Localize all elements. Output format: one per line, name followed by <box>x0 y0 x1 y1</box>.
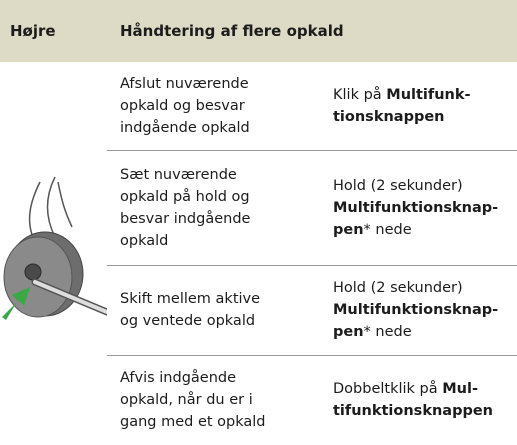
text-run: pen <box>333 324 364 340</box>
text-line: opkald, når du er i <box>120 392 253 408</box>
row-separator <box>107 355 517 356</box>
text-line: opkald på hold og <box>120 188 250 205</box>
instruction-cell: Klik på Multifunk-tionsknappen <box>333 62 517 150</box>
row-separator <box>107 150 517 151</box>
action-cell: Sæt nuværende opkald på hold og besvar ind… <box>120 150 325 265</box>
instruction-cell: Hold (2 sekunder) Multifunktionsknap-pen*… <box>333 265 517 355</box>
action-cell: Afslut nuværende opkald og besvar indgåend… <box>120 62 325 150</box>
text-run: pen <box>333 221 364 238</box>
text-line: indgående opkald <box>120 120 250 136</box>
text-run: * nede <box>363 221 412 238</box>
text-line: Hold (2 sekunder) <box>333 277 517 299</box>
text-run: * nede <box>363 324 412 340</box>
text-line: og ventede opkald <box>120 313 256 329</box>
text-run: tifunktionsknappen <box>333 403 493 419</box>
text-line: besvar indgående <box>120 210 251 227</box>
text-line: Skift mellem aktive <box>120 291 261 307</box>
action-cell: Skift mellem aktive og ventede opkald <box>120 265 325 355</box>
text-line: Afslut nuværende <box>120 76 249 92</box>
text-line: tifunktionsknappen <box>333 400 517 422</box>
action-cell: Afvis indgående opkald, når du er i gang m… <box>120 355 325 445</box>
headset-illustration <box>2 176 107 320</box>
text-line: Multifunktionsknap- <box>333 197 517 219</box>
text-line: Hold (2 sekunder) <box>333 175 517 197</box>
text-run: Multifunktionsknap- <box>333 199 499 216</box>
text-line: opkald <box>120 232 169 249</box>
text-line: Dobbeltklik på Mul- <box>333 378 517 400</box>
row-separator <box>107 265 517 266</box>
text-line: Klik på Multifunk- <box>333 84 517 106</box>
text-line: Multifunktionsknap- <box>333 299 517 321</box>
text-line: opkald og besvar <box>120 98 245 114</box>
text-run: tionsknappen <box>333 109 445 125</box>
text-line: Sæt nuværende <box>120 166 237 183</box>
text-line: Afvis indgående <box>120 370 237 386</box>
text-run: Multifunktionsknap- <box>333 302 499 318</box>
text-run: Klik på <box>333 87 387 103</box>
text-line: gang med et opkald <box>120 414 266 430</box>
text-run: Multifunk- <box>386 87 471 103</box>
header-cell: Højre <box>10 22 56 40</box>
text-line: pen* nede <box>333 321 517 343</box>
text-run: Mul- <box>442 381 478 397</box>
text-run: Hold (2 sekunder) <box>333 280 463 296</box>
header-cell: Håndtering af flere opkald <box>120 22 344 40</box>
text-line: tionsknappen <box>333 106 517 128</box>
text-run: Dobbeltklik på <box>333 381 443 397</box>
instruction-cell: Dobbeltklik på Mul-tifunktionsknappen <box>333 355 517 445</box>
instruction-cell: Hold (2 sekunder) Multifunktionsknap-pen*… <box>333 150 517 265</box>
text-run: Hold (2 sekunder) <box>333 177 463 194</box>
text-line: pen* nede <box>333 219 517 241</box>
table-header <box>0 0 517 62</box>
